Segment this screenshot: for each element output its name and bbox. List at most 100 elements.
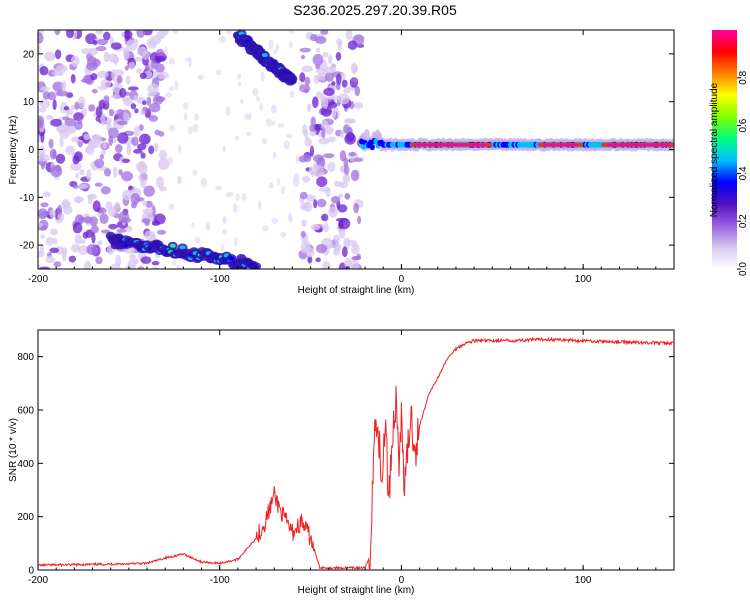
spectrogram-x-axis-label: Height of straight line (km): [298, 285, 415, 296]
heatmap-cell: [169, 86, 174, 91]
heatmap-cell: [52, 81, 64, 92]
heatmap-cell: [94, 158, 105, 169]
heatmap-cell: [259, 102, 263, 112]
heatmap-cell: [70, 162, 82, 171]
heatmap-cell: [182, 101, 189, 110]
heatmap-cell: [324, 71, 335, 82]
heatmap-cell: [127, 86, 139, 91]
heatmap-cell: [74, 214, 85, 225]
heatmap-cell: [606, 143, 669, 146]
heatmap-cell: [288, 215, 293, 223]
heatmap-cell: [95, 46, 107, 52]
heatmap-cell: [343, 164, 350, 176]
heatmap-cell: [143, 185, 155, 197]
heatmap-cell: [113, 166, 118, 178]
heatmap-cell: [357, 215, 362, 225]
heatmap-cell: [50, 228, 58, 236]
heatmap-cell: [295, 153, 300, 164]
heatmap-cell: [350, 169, 359, 182]
heatmap-cell: [145, 200, 153, 208]
heatmap-cell: [339, 129, 345, 139]
heatmap-cell: [222, 216, 227, 225]
heatmap-cell: [133, 95, 138, 101]
heatmap-cell: [94, 182, 103, 187]
heatmap-cell: [350, 62, 358, 74]
heatmap-cell: [53, 237, 58, 245]
heatmap-cell: [334, 180, 342, 187]
heatmap-cell: [222, 229, 228, 235]
heatmap-cell: [84, 148, 90, 154]
heatmap-cell: [40, 131, 45, 143]
heatmap-cell: [345, 30, 353, 41]
heatmap-cell: [103, 51, 110, 63]
heatmap-cell: [300, 230, 306, 238]
heatmap-cell: [233, 236, 238, 247]
heatmap-cell: [113, 54, 118, 66]
heatmap-cell: [62, 116, 70, 121]
heatmap-cell: [314, 36, 327, 44]
heatmap-cell: [353, 203, 360, 214]
heatmap-cell: [120, 217, 132, 223]
x-tick-label: 100: [575, 274, 592, 285]
heatmap-cell: [215, 69, 222, 76]
heatmap-cell: [322, 51, 329, 58]
heatmap-cell: [315, 243, 328, 254]
heatmap-cell: [328, 136, 336, 143]
heatmap-cell: [79, 169, 85, 176]
heatmap-cell: [219, 35, 226, 44]
heatmap-cell: [74, 101, 80, 111]
heatmap-cell: [337, 204, 348, 213]
heatmap-cell: [38, 134, 41, 143]
y-tick-label: -20: [20, 241, 35, 252]
heatmap-cell: [116, 75, 123, 84]
y-tick-label: 600: [17, 406, 34, 417]
heatmap-cell: [140, 152, 146, 159]
y-tick-label: 400: [17, 459, 34, 470]
heatmap-cell: [111, 93, 123, 100]
chart-title: S236.2025.297.20.39.R05: [293, 2, 457, 18]
heatmap-cell: [115, 144, 123, 154]
heatmap-cell: [102, 141, 107, 150]
heatmap-cell: [280, 231, 287, 238]
heatmap-cell: [107, 127, 119, 139]
heatmap-cell: [164, 92, 172, 98]
heatmap-cell: [124, 30, 130, 42]
heatmap-cell: [241, 192, 247, 201]
heatmap-cell: [205, 222, 211, 231]
heatmap-cell: [336, 38, 343, 46]
heatmap-cell: [287, 74, 298, 83]
heatmap-cell: [197, 74, 204, 81]
heatmap-cell: [65, 30, 74, 39]
heatmap-cell: [328, 206, 338, 218]
heatmap-cell: [124, 65, 129, 71]
heatmap-cell: [194, 237, 201, 244]
heatmap-cell: [52, 99, 57, 111]
heatmap-cell: [128, 61, 136, 70]
heatmap-cell: [63, 106, 70, 111]
heatmap-cell: [152, 95, 164, 105]
heatmap-cell: [301, 219, 307, 227]
colorbar-tick-label: 0.2: [738, 214, 749, 228]
heatmap-cell: [228, 256, 235, 261]
heatmap-cell: [38, 250, 45, 258]
heatmap-cell: [315, 257, 321, 263]
heatmap-cell: [245, 131, 252, 137]
heatmap-cell: [99, 213, 109, 225]
heatmap-cell: [192, 169, 198, 176]
heatmap-cell: [38, 32, 44, 44]
heatmap-cell: [100, 186, 111, 195]
heatmap-cell: [268, 182, 274, 189]
heatmap-cell: [95, 256, 103, 265]
heatmap-cell: [369, 144, 375, 151]
heatmap-cell: [44, 51, 56, 62]
heatmap-cell: [316, 156, 326, 168]
heatmap-cell: [310, 33, 318, 42]
heatmap-cell: [151, 260, 160, 266]
heatmap-cell: [168, 57, 175, 65]
heatmap-cell: [313, 199, 318, 209]
heatmap-cell: [141, 217, 151, 224]
heatmap-cell: [97, 240, 103, 246]
heatmap-cell: [313, 75, 320, 85]
heatmap-cell: [122, 189, 132, 201]
y-tick-label: 0: [28, 145, 34, 156]
